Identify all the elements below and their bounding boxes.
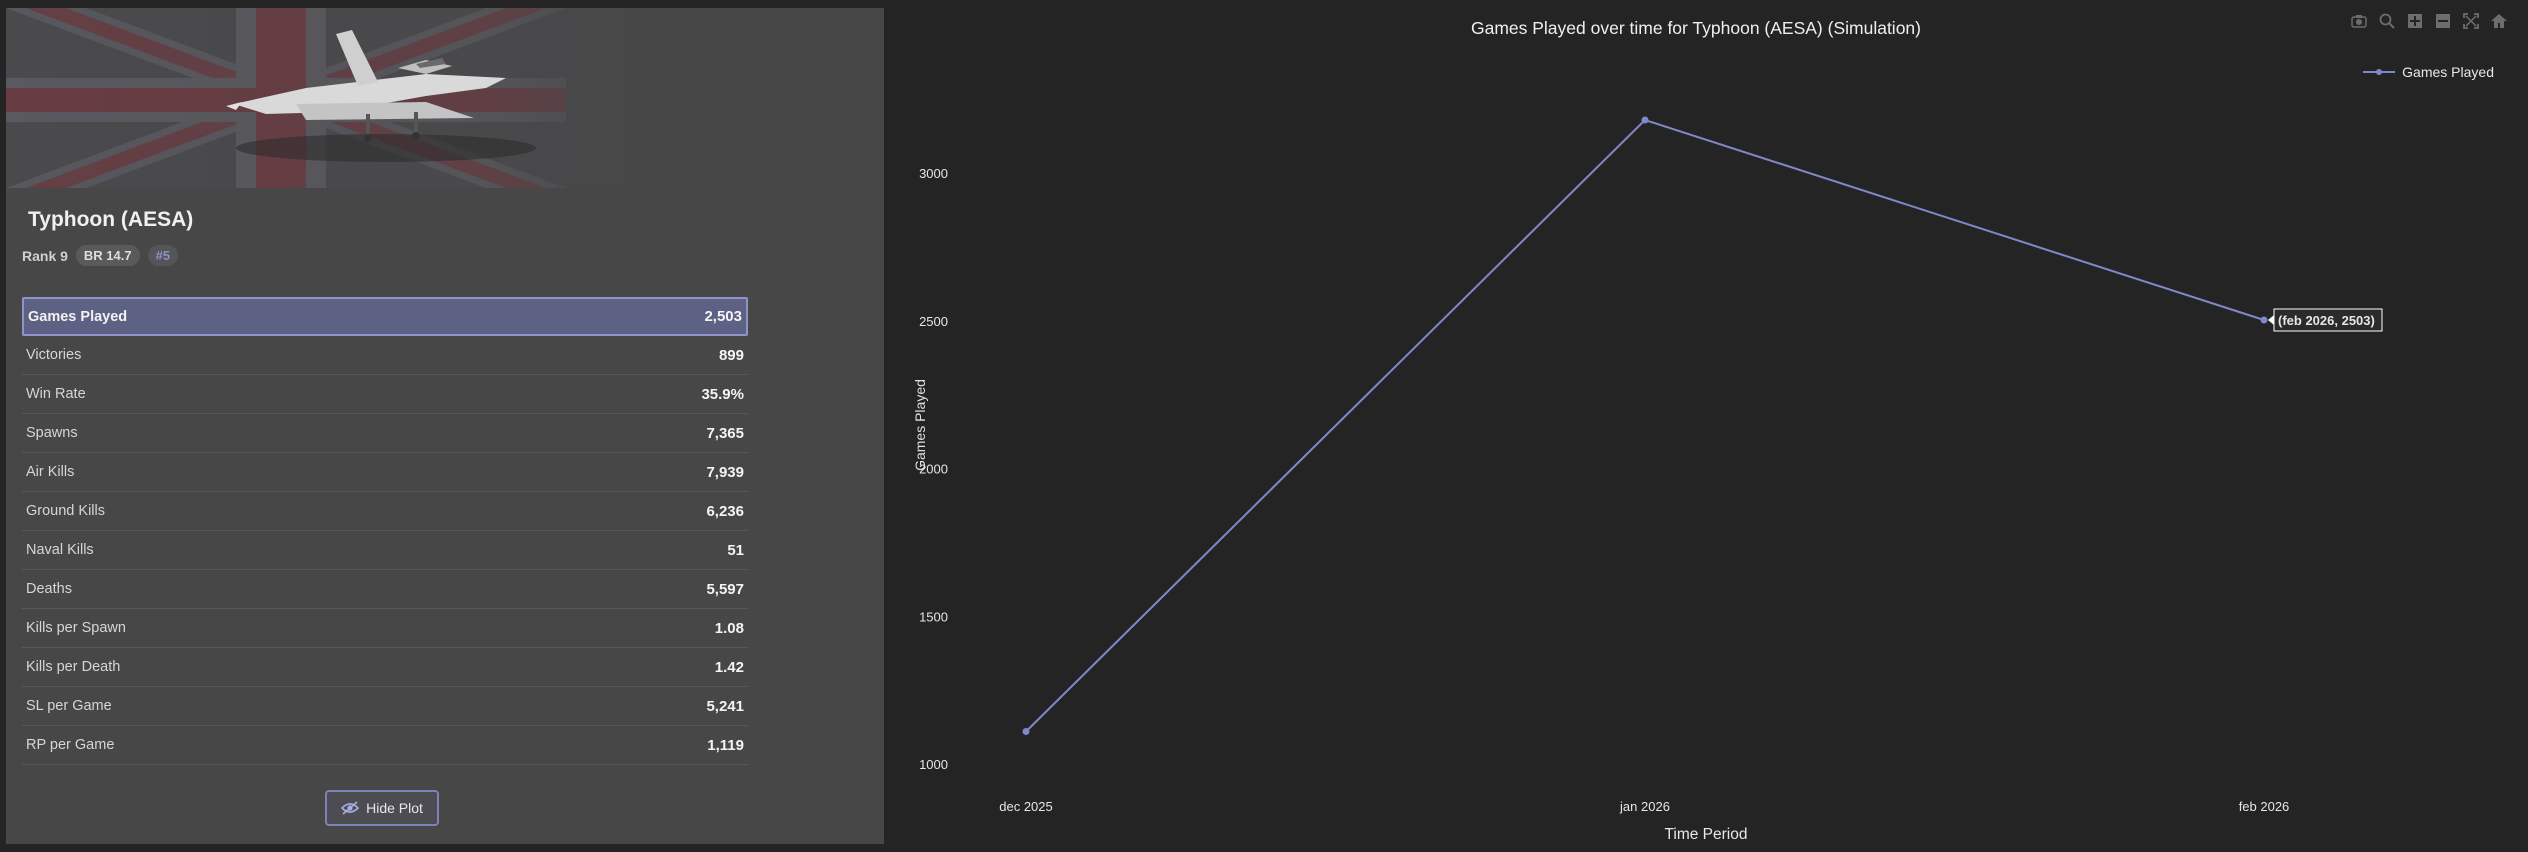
y-tick-label: 3000 xyxy=(919,166,948,181)
stat-label: Kills per Death xyxy=(26,659,121,675)
stat-value: 1.08 xyxy=(714,619,744,637)
line-chart[interactable]: 1000 1500 2000 2500 3000 dec 2025 jan 2026 feb … xyxy=(884,0,2528,852)
stat-label: Deaths xyxy=(26,581,72,597)
data-point[interactable] xyxy=(1022,728,1030,736)
rank-label: Rank 9 xyxy=(22,247,68,264)
stat-label: Air Kills xyxy=(26,464,75,480)
stat-row-kills-per-death[interactable]: Kills per Death 1.42 xyxy=(22,648,748,687)
stats-table: Games Played 2,503 Victories 899 Win Rate 35.… xyxy=(22,297,748,765)
stat-value: 5,241 xyxy=(706,697,744,715)
stat-label: Ground Kills xyxy=(26,503,105,519)
x-tick-label: feb 2026 xyxy=(2239,799,2290,814)
y-tick-label: 1500 xyxy=(919,609,948,624)
autoscale-icon[interactable] xyxy=(2462,12,2480,30)
stat-row-kills-per-spawn[interactable]: Kills per Spawn 1.08 xyxy=(22,609,748,648)
chart-panel: 1000 1500 2000 2500 3000 dec 2025 jan 2026 feb … xyxy=(884,0,2528,852)
hide-plot-button[interactable]: Hide Plot xyxy=(325,790,439,826)
series-line-games-played xyxy=(1025,118,2265,733)
stat-label: Spawns xyxy=(26,425,78,441)
x-tick-label: dec 2025 xyxy=(999,799,1053,814)
stat-row-naval-kills[interactable]: Naval Kills 51 xyxy=(22,531,748,570)
stat-label: Kills per Spawn xyxy=(26,620,126,636)
data-point[interactable] xyxy=(1641,116,1649,124)
legend-label: Games Played xyxy=(2402,64,2494,80)
position-badge: #5 xyxy=(147,245,179,266)
x-tick-label: jan 2026 xyxy=(1619,799,1670,814)
stat-label: Naval Kills xyxy=(26,542,94,558)
stat-value: 1,119 xyxy=(707,736,744,754)
stat-row-ground-kills[interactable]: Ground Kills 6,236 xyxy=(22,492,748,531)
y-axis-label: Games Played xyxy=(912,379,928,471)
hide-plot-label: Hide Plot xyxy=(366,800,423,816)
chart-modebar xyxy=(2350,12,2508,30)
stat-value: 7,939 xyxy=(706,463,744,481)
stat-value: 2,503 xyxy=(704,308,742,325)
stat-label: Victories xyxy=(26,347,82,363)
stat-label: SL per Game xyxy=(26,698,112,714)
stat-row-victories[interactable]: Victories 899 xyxy=(22,336,748,375)
zoom-icon[interactable] xyxy=(2378,12,2396,30)
chart-legend[interactable]: Games Played xyxy=(2362,64,2494,80)
vehicle-tags: Rank 9 BR 14.7 #5 xyxy=(22,245,179,266)
hover-tooltip: (feb 2026, 2503) xyxy=(2268,308,2383,332)
stat-value: 5,597 xyxy=(706,580,744,598)
y-tick-label: 1000 xyxy=(919,757,948,772)
legend-line-icon xyxy=(2363,69,2396,75)
stat-label: Games Played xyxy=(28,308,128,325)
chart-title: Games Played over time for Typhoon (AESA… xyxy=(1470,18,1921,38)
eye-off-icon xyxy=(341,801,360,815)
stat-value: 6,236 xyxy=(706,502,744,520)
stat-row-spawns[interactable]: Spawns 7,365 xyxy=(22,414,748,453)
zoom-in-icon[interactable] xyxy=(2406,12,2424,30)
stat-row-games-played[interactable]: Games Played 2,503 xyxy=(22,297,748,336)
vehicle-stats-card: Typhoon (AESA) Rank 9 BR 14.7 #5 Games P… xyxy=(6,8,884,844)
y-tick-label: 2500 xyxy=(919,314,948,329)
vehicle-image xyxy=(6,8,884,188)
home-icon[interactable] xyxy=(2490,12,2508,30)
stat-row-rp-per-game[interactable]: RP per Game 1,119 xyxy=(22,726,748,765)
stat-label: RP per Game xyxy=(26,737,115,753)
camera-icon[interactable] xyxy=(2350,12,2368,30)
stat-row-air-kills[interactable]: Air Kills 7,939 xyxy=(22,453,748,492)
zoom-out-icon[interactable] xyxy=(2434,12,2452,30)
stat-label: Win Rate xyxy=(26,386,86,402)
data-point[interactable] xyxy=(2260,316,2268,324)
stat-row-sl-per-game[interactable]: SL per Game 5,241 xyxy=(22,687,748,726)
vehicle-name: Typhoon (AESA) xyxy=(28,208,194,231)
x-axis-label: Time Period xyxy=(1664,826,1748,843)
stat-row-win-rate[interactable]: Win Rate 35.9% xyxy=(22,375,748,414)
stat-value: 1.42 xyxy=(714,658,744,676)
stat-value: 51 xyxy=(727,541,744,559)
stat-value: 35.9% xyxy=(701,385,744,403)
stat-value: 7,365 xyxy=(706,424,744,442)
y-tick-label: 2000 xyxy=(919,462,948,477)
stat-row-deaths[interactable]: Deaths 5,597 xyxy=(22,570,748,609)
br-badge: BR 14.7 xyxy=(75,245,140,266)
stat-value: 899 xyxy=(718,346,744,364)
hover-tooltip-text: (feb 2026, 2503) xyxy=(2278,313,2375,328)
